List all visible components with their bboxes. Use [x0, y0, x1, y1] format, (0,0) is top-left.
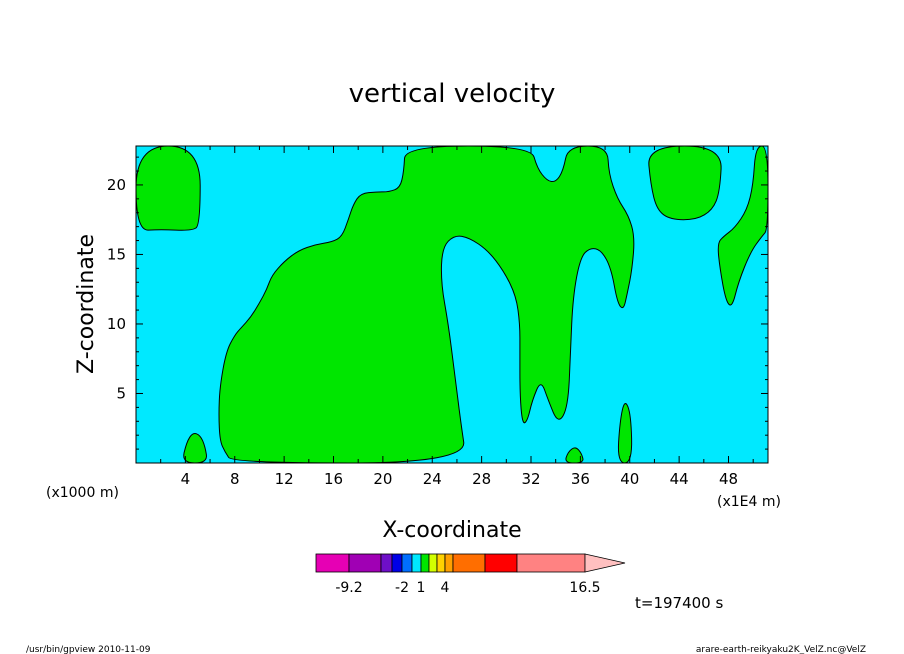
footer-right: arare-earth-reikyaku2K_VelZ.nc@VelZ	[696, 645, 866, 654]
x-tick-label: 16	[324, 470, 343, 488]
colorbar: -9.2 -2 1 4 16.5	[315, 553, 626, 596]
x-tick-label: 20	[373, 470, 392, 488]
y-tick-label: 5	[116, 384, 126, 402]
time-label: t=197400 s	[635, 594, 723, 612]
y-axis-ticks: 5 10 15 20	[107, 156, 768, 450]
x-tick-label: 44	[670, 470, 689, 488]
x-tick-label: 12	[275, 470, 294, 488]
y-axis-label: Z-coordinate	[74, 234, 99, 374]
chart-title: vertical velocity	[349, 79, 556, 109]
contour-region-6	[648, 145, 722, 221]
x-unit-right: (x1E4 m)	[717, 494, 781, 510]
colorbar-swatch	[315, 553, 350, 573]
x-tick-label: 4	[181, 470, 191, 488]
colorbar-swatch	[436, 553, 446, 573]
colorbar-swatch	[516, 553, 586, 573]
plot-frame	[135, 145, 769, 464]
colorbar-label: 16.5	[569, 580, 600, 596]
x-tick-label: 40	[620, 470, 639, 488]
colorbar-label: 4	[441, 580, 450, 596]
y-tick-label: 15	[107, 245, 126, 263]
y-tick-label: 20	[107, 176, 126, 194]
contour-region-2	[183, 432, 207, 464]
colorbar-label: 1	[417, 580, 426, 596]
contour-region-4	[565, 447, 584, 464]
contour-region-3	[218, 145, 635, 464]
colorbar-swatch	[420, 553, 430, 573]
colorbar-swatch	[452, 553, 486, 573]
colorbar-swatch	[484, 553, 518, 573]
x-tick-label: 28	[472, 470, 491, 488]
x-tick-label: 32	[521, 470, 540, 488]
colorbar-swatch	[391, 553, 403, 573]
x-tick-label: 48	[719, 470, 738, 488]
colorbar-swatch	[348, 553, 382, 573]
colorbar-swatch	[380, 553, 393, 573]
contour-regions	[135, 145, 769, 464]
colorbar-label: -9.2	[335, 580, 362, 596]
contour-region-7	[717, 145, 769, 306]
x-axis-label: X-coordinate	[382, 518, 521, 543]
colorbar-swatch	[401, 553, 413, 573]
colorbar-swatch	[428, 553, 438, 573]
colorbar-arrow	[584, 553, 626, 573]
x-unit-left: (x1000 m)	[46, 485, 119, 501]
contour-region-5	[617, 403, 633, 464]
x-axis-ticks: 4 8 12 16 20 24 28 32 36 40 44 48	[160, 146, 754, 488]
x-tick-label: 8	[230, 470, 240, 488]
x-tick-label: 24	[423, 470, 442, 488]
colorbar-swatch	[411, 553, 422, 573]
colorbar-swatch	[444, 553, 454, 573]
contour-region-1	[135, 145, 201, 231]
y-tick-label: 10	[107, 315, 126, 333]
x-tick-label: 36	[571, 470, 590, 488]
footer-left: /usr/bin/gpview 2010-11-09	[26, 645, 151, 654]
colorbar-label: -2	[395, 580, 409, 596]
